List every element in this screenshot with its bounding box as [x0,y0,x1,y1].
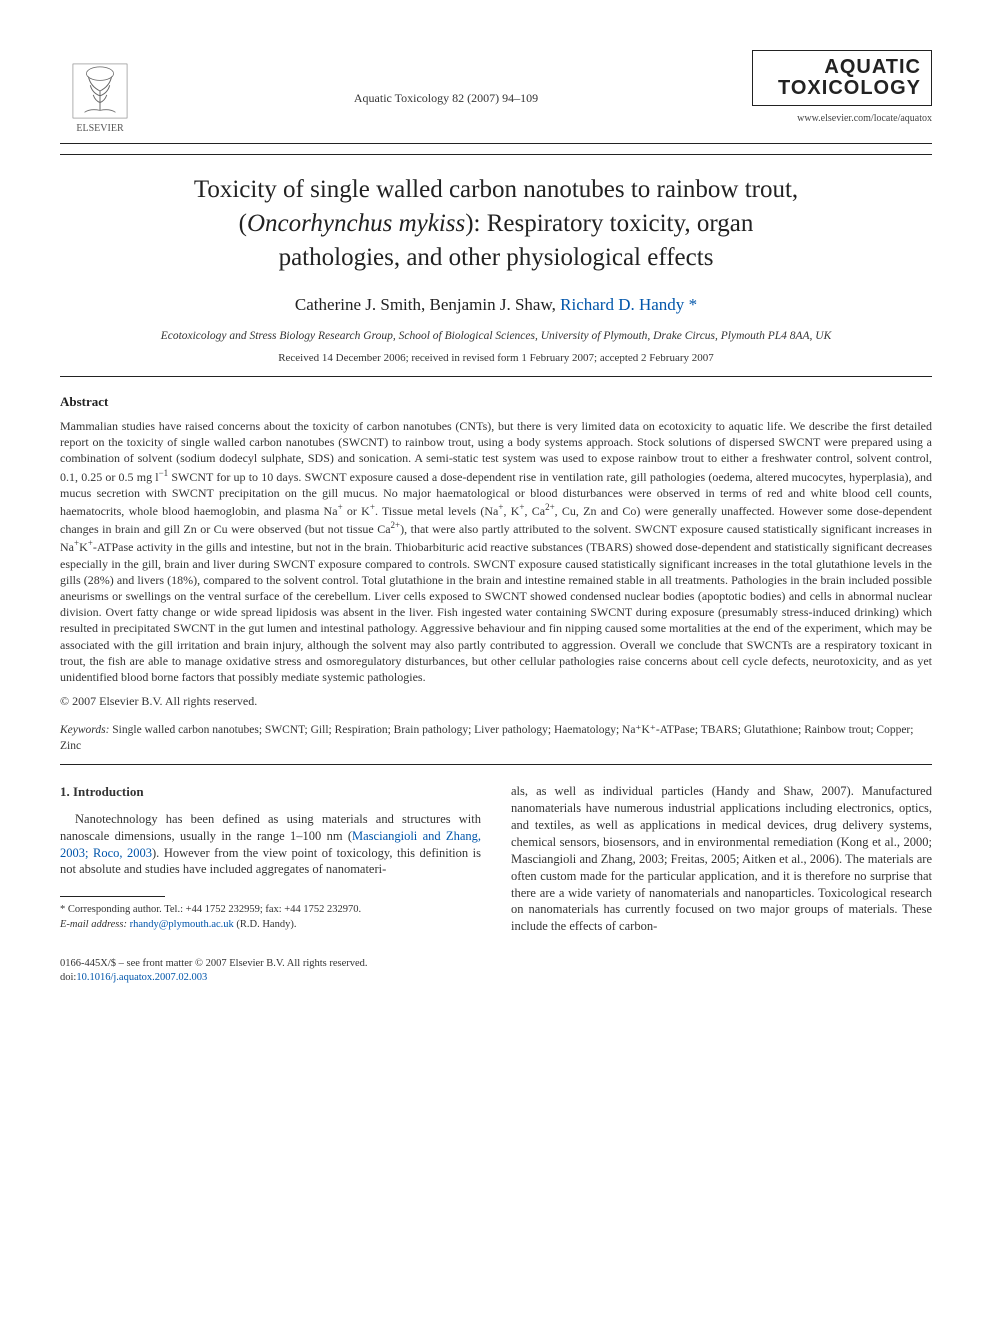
journal-brand-box: AQUATIC TOXICOLOGY [752,50,932,106]
doi-label: doi: [60,972,76,983]
footnote-block: * Corresponding author. Tel.: +44 1752 2… [60,903,481,931]
doi-link[interactable]: 10.1016/j.aquatox.2007.02.003 [76,972,207,983]
authors-line: Catherine J. Smith, Benjamin J. Shaw, Ri… [60,294,932,317]
corresponding-author-asterisk[interactable]: * [684,295,697,314]
email-link[interactable]: rhandy@plymouth.ac.uk [130,919,234,930]
abstract-heading: Abstract [60,393,932,411]
column-right: als, as well as individual particles (Ha… [511,783,932,935]
abstract-body: Mammalian studies have raised concerns a… [60,418,932,685]
body-columns: 1. Introduction Nanotechnology has been … [60,783,932,935]
email-author-name: (R.D. Handy). [236,919,296,930]
keywords-block: Keywords: Single walled carbon nanotubes… [60,723,932,754]
journal-brand-line1: AQUATIC [763,57,921,78]
copyright-line: © 2007 Elsevier B.V. All rights reserved… [60,693,932,709]
keywords-text: Single walled carbon nanotubes; SWCNT; G… [60,724,913,752]
article-title: Toxicity of single walled carbon nanotub… [120,173,872,274]
elsevier-tree-icon [71,62,129,120]
publisher-logo: ELSEVIER [60,50,140,135]
footnote-email-line: E-mail address: rhandy@plymouth.ac.uk (R… [60,918,481,932]
intro-para-1: Nanotechnology has been defined as using… [60,811,481,879]
email-label: E-mail address: [60,919,127,930]
page-footer: 0166-445X/$ – see front matter © 2007 El… [60,957,932,985]
journal-brand-block: AQUATIC TOXICOLOGY www.elsevier.com/loca… [752,50,932,126]
publisher-name: ELSEVIER [76,122,123,136]
affiliation: Ecotoxicology and Stress Biology Researc… [60,329,932,345]
abstract-bottom-rule [60,764,932,765]
header-rule-bottom [60,154,932,155]
corresponding-author-footnote: * Corresponding author. Tel.: +44 1752 2… [60,903,481,917]
journal-url[interactable]: www.elsevier.com/locate/aquatox [752,112,932,126]
keywords-label: Keywords: [60,724,109,736]
journal-brand-line2: TOXICOLOGY [763,78,921,99]
footnote-separator [60,896,165,897]
page-header: ELSEVIER Aquatic Toxicology 82 (2007) 94… [60,50,932,135]
corresponding-author-link[interactable]: Richard D. Handy [560,295,684,314]
journal-reference: Aquatic Toxicology 82 (2007) 94–109 [140,50,752,106]
intro-heading: 1. Introduction [60,783,481,801]
article-history: Received 14 December 2006; received in r… [60,351,932,366]
abstract-top-rule [60,376,932,377]
intro-para-1-cont: als, as well as individual particles (Ha… [511,783,932,935]
issn-line: 0166-445X/$ – see front matter © 2007 El… [60,957,932,971]
header-rule-top [60,143,932,144]
column-left: 1. Introduction Nanotechnology has been … [60,783,481,931]
doi-line: doi:10.1016/j.aquatox.2007.02.003 [60,971,932,985]
